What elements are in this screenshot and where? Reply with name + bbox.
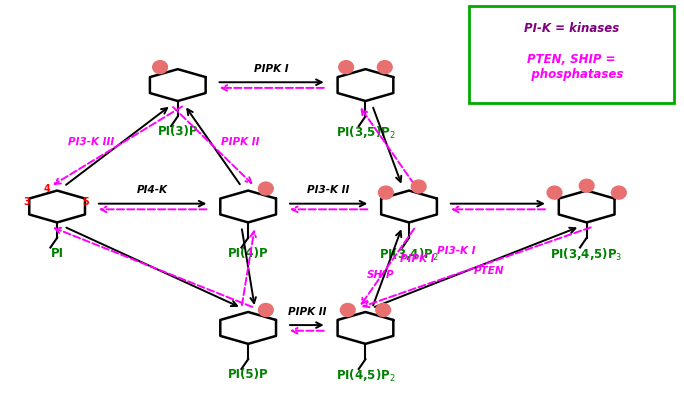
Ellipse shape: [579, 179, 594, 192]
Ellipse shape: [259, 304, 273, 316]
Text: PI3-K II: PI3-K II: [307, 185, 350, 195]
Text: 3: 3: [23, 197, 30, 206]
Text: PI(4,5)P$_2$: PI(4,5)P$_2$: [336, 368, 395, 384]
Ellipse shape: [378, 61, 392, 74]
Ellipse shape: [411, 180, 426, 193]
Text: 4: 4: [44, 184, 51, 194]
Ellipse shape: [611, 186, 627, 199]
Text: PI-K = kinases: PI-K = kinases: [524, 22, 619, 36]
Text: 5: 5: [83, 197, 90, 206]
Text: PI(3,5)P$_2$: PI(3,5)P$_2$: [336, 125, 395, 141]
Text: PI(3,4,5)P$_3$: PI(3,4,5)P$_3$: [551, 247, 623, 263]
Ellipse shape: [339, 61, 354, 74]
Text: PTEN: PTEN: [474, 266, 505, 276]
Text: PIPK II: PIPK II: [287, 306, 326, 317]
Ellipse shape: [378, 186, 393, 199]
Ellipse shape: [259, 182, 273, 195]
Text: PI(5)P: PI(5)P: [228, 368, 268, 381]
Ellipse shape: [547, 186, 562, 199]
Text: PI4-K: PI4-K: [137, 185, 168, 195]
Text: PI(4)P: PI(4)P: [228, 247, 268, 260]
Text: PIPK I: PIPK I: [400, 254, 435, 264]
Text: PIPK I: PIPK I: [254, 64, 289, 74]
Text: PTEN, SHIP =
   phosphatases: PTEN, SHIP = phosphatases: [519, 53, 624, 81]
Text: SHIP: SHIP: [367, 270, 395, 280]
Ellipse shape: [153, 61, 168, 74]
Text: PI(3,4)P$_2$: PI(3,4)P$_2$: [379, 247, 439, 263]
Text: PI(3)P: PI(3)P: [157, 125, 198, 138]
Text: PIPK II: PIPK II: [220, 137, 259, 147]
FancyBboxPatch shape: [469, 6, 674, 103]
Text: PI: PI: [51, 247, 64, 260]
Ellipse shape: [376, 304, 391, 316]
Text: PI3-K III: PI3-K III: [68, 137, 114, 147]
Ellipse shape: [341, 304, 355, 316]
Text: PI3-K I: PI3-K I: [436, 246, 475, 256]
